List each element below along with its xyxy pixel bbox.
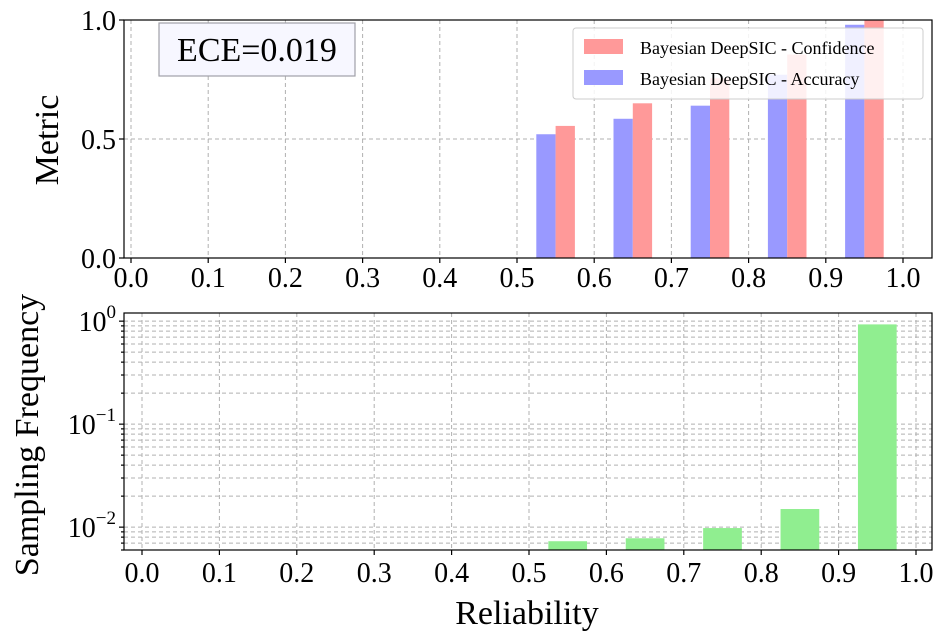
ece-box-background	[158, 22, 356, 77]
bottom-x-tick-label: 0.1	[202, 558, 237, 589]
top-y-tick-label: 0.0	[81, 244, 116, 275]
tick-exponent: −1	[96, 405, 116, 426]
top-x-tick-label: 0.5	[500, 263, 535, 294]
tick-mantissa: 10	[79, 307, 107, 338]
ece-box: ECE=0.019	[158, 22, 356, 77]
bottom-y-tick-label: 10−2	[68, 508, 116, 544]
bottom-panel: 0.0 0.1 0.2 0.3 0.4 0.5 0.6 0.7 0.8 0.9 1.0 10010−…	[9, 294, 934, 632]
confidence-bar	[632, 103, 653, 258]
frequency-bar	[548, 541, 588, 550]
bottom-x-tick-label: 0.3	[357, 558, 392, 589]
bottom-x-tick-label: 0.5	[512, 558, 547, 589]
bottom-axes-frame	[123, 312, 933, 551]
bottom-y-tick-label: 100	[79, 302, 117, 338]
legend-label-accuracy: Bayesian DeepSIC - Accuracy	[640, 69, 859, 89]
top-x-tick-label: 1.0	[886, 263, 921, 294]
bottom-grid	[124, 313, 932, 551]
top-bars	[536, 20, 884, 259]
bottom-x-tick-label: 0.4	[434, 558, 469, 589]
top-x-ticks: 0.0 0.1 0.2 0.3 0.4 0.5 0.6 0.7 0.8 0.9 1.0	[114, 258, 921, 294]
top-x-tick-label: 0.2	[268, 263, 303, 294]
top-x-tick-label: 0.4	[422, 263, 457, 294]
top-panel: 0.0 0.1 0.2 0.3 0.4 0.5 0.6 0.7 0.8 0.9 1.0 0.0 0.5…	[29, 6, 933, 294]
bottom-bars	[548, 324, 897, 550]
bottom-x-tick-label: 0.9	[821, 558, 856, 589]
bottom-x-tick-label: 0.6	[589, 558, 624, 589]
bottom-x-tick-label: 1.0	[899, 558, 934, 589]
confidence-bar	[710, 78, 730, 258]
tick-exponent: 0	[107, 302, 117, 323]
bottom-y-tick-label: 10−1	[68, 405, 116, 441]
bottom-x-ticks: 0.0 0.1 0.2 0.3 0.4 0.5 0.6 0.7 0.8 0.9 1.0	[125, 550, 934, 589]
bottom-x-tick-label: 0.8	[744, 558, 779, 589]
tick-mantissa: 10	[68, 513, 96, 544]
bottom-y-axis-label: Sampling Frequency	[9, 294, 46, 576]
bottom-x-tick-label: 0.0	[125, 558, 160, 589]
top-x-tick-label: 0.1	[191, 263, 226, 294]
top-y-ticks: 0.0 0.5 1.0	[81, 6, 124, 275]
legend-swatch-confidence	[584, 39, 623, 54]
top-x-tick-label: 0.3	[345, 263, 380, 294]
confidence-bar	[555, 125, 575, 258]
frequency-bar	[857, 324, 897, 550]
confidence-bar	[787, 54, 807, 259]
top-x-tick-label: 0.7	[654, 263, 689, 294]
legend-box	[572, 27, 924, 100]
top-x-tick-label: 0.6	[577, 263, 612, 294]
frequency-bar	[780, 509, 820, 550]
top-x-tick-label: 0.0	[114, 263, 149, 294]
top-x-tick-label: 0.8	[731, 263, 766, 294]
legend: Bayesian DeepSIC - Confidence Bayesian D…	[572, 27, 924, 100]
frequency-bar	[625, 538, 665, 550]
tick-mantissa: 10	[68, 410, 96, 441]
top-y-tick-label: 0.5	[81, 125, 116, 156]
bottom-x-tick-label: 0.7	[666, 558, 701, 589]
accuracy-bar	[613, 118, 633, 259]
accuracy-bar	[536, 134, 556, 258]
legend-swatch-accuracy	[584, 70, 623, 85]
top-y-tick-label: 1.0	[81, 6, 116, 37]
tick-exponent: −2	[96, 508, 116, 529]
accuracy-bar	[690, 105, 710, 259]
bottom-x-axis-label: Reliability	[455, 595, 599, 632]
top-x-tick-label: 0.9	[808, 263, 843, 294]
frequency-bar	[703, 528, 742, 550]
ece-annotation: ECE=0.019	[177, 32, 337, 69]
legend-label-confidence: Bayesian DeepSIC - Confidence	[640, 38, 874, 58]
bottom-x-tick-label: 0.2	[279, 558, 314, 589]
top-y-axis-label: Metric	[29, 95, 66, 186]
accuracy-bar	[767, 74, 788, 259]
